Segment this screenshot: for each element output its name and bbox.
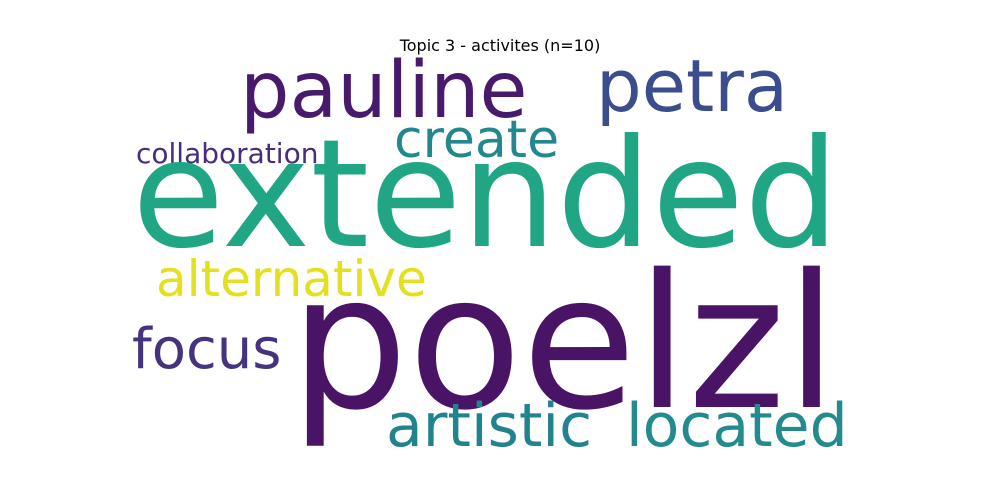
word-located: located (626, 391, 848, 461)
word-focus: focus (132, 317, 282, 382)
word-alternative: alternative (156, 250, 427, 308)
word-extended: extended (132, 108, 840, 282)
word-collaboration: collaboration (136, 137, 319, 170)
word-create: create (394, 110, 560, 170)
word-poelzl: poelzl (290, 234, 838, 451)
chart-title: Topic 3 - activites (n=10) (399, 36, 601, 55)
word-artistic: artistic (386, 391, 593, 461)
word-pauline: pauline (240, 46, 528, 136)
word-petra: petra (596, 44, 788, 128)
